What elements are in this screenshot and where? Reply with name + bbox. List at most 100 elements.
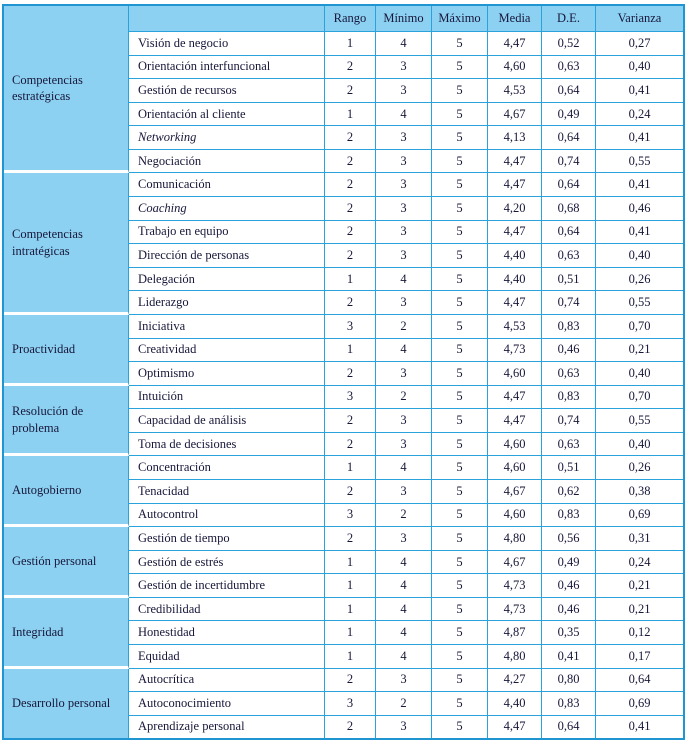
cell-rango: 3 [325, 314, 376, 339]
cell-varianza: 0,31 [596, 527, 683, 551]
table-row-direccion-de-personas: Dirección de personas 2 3 5 4,40 0,63 0,40 [4, 244, 683, 268]
cell-media: 4,40 [488, 244, 542, 268]
row-label: Tenacidad [129, 479, 325, 504]
column-header-rango: Rango [325, 6, 376, 32]
cell-minimo: 2 [376, 385, 432, 410]
row-label: Orientación al cliente [129, 102, 325, 127]
cell-minimo: 4 [376, 574, 432, 598]
table-row-autocontrol: Autocontrol 3 2 5 4,60 0,83 0,69 [4, 503, 683, 528]
cell-de: 0,74 [542, 149, 596, 174]
cell-minimo: 3 [376, 55, 432, 80]
cell-minimo: 4 [376, 338, 432, 363]
cell-de: 0,35 [542, 621, 596, 646]
cell-media: 4,60 [488, 432, 542, 457]
cell-maximo: 5 [432, 668, 488, 693]
table-row-delegacion: Delegación 1 4 5 4,40 0,51 0,26 [4, 267, 683, 292]
cell-minimo: 2 [376, 314, 432, 339]
table-row-networking: Networking 2 3 5 4,13 0,64 0,41 [4, 126, 683, 150]
table-row-iniciativa: Proactividad Iniciativa 3 2 5 4,53 0,83 0,70 [4, 314, 683, 386]
row-label: Gestión de recursos [129, 79, 325, 103]
cell-de: 0,63 [542, 432, 596, 457]
cell-rango: 1 [325, 32, 376, 56]
cell-minimo: 3 [376, 362, 432, 386]
cell-maximo: 5 [432, 79, 488, 103]
cell-de: 0,63 [542, 244, 596, 268]
cell-maximo: 5 [432, 715, 488, 738]
column-header-maximo: Máximo [432, 6, 488, 32]
cell-minimo: 4 [376, 102, 432, 127]
row-label: Autocontrol [129, 503, 325, 528]
cell-rango: 1 [325, 102, 376, 127]
cell-rango: 1 [325, 645, 376, 669]
cell-rango: 1 [325, 267, 376, 292]
cell-media: 4,80 [488, 527, 542, 551]
table-row-negociacion: Negociación 2 3 5 4,47 0,74 0,55 [4, 149, 683, 174]
cell-media: 4,60 [488, 362, 542, 386]
column-header-media: Media [488, 6, 542, 32]
row-label: Concentración [129, 456, 325, 480]
cell-media: 4,13 [488, 126, 542, 150]
cell-maximo: 5 [432, 314, 488, 339]
cell-rango: 1 [325, 574, 376, 598]
cell-minimo: 2 [376, 692, 432, 716]
cell-de: 0,74 [542, 291, 596, 315]
cell-minimo: 3 [376, 79, 432, 103]
row-label: Equidad [129, 645, 325, 669]
cell-rango: 1 [325, 456, 376, 480]
cell-varianza: 0,41 [628, 719, 651, 734]
table-body: Competencias estratégicas Rango Mínimo Máxi… [4, 6, 683, 738]
cell-media: 4,47 [488, 409, 542, 433]
cell-maximo: 5 [432, 432, 488, 457]
table-row-toma-de-decisiones: Toma de decisiones 2 3 5 4,60 0,63 0,40 [4, 432, 683, 457]
row-label: Dirección de personas [129, 244, 325, 268]
cell-minimo: 3 [376, 291, 432, 315]
cell-varianza: 0,26 [596, 268, 683, 292]
cell-varianza: 0,38 [596, 480, 683, 504]
row-label: Credibilidad [129, 597, 325, 622]
cell-de: 0,80 [542, 668, 596, 693]
cell-media: 4,60 [488, 55, 542, 80]
cell-rango: 1 [325, 550, 376, 575]
cell-varianza: 0,41 [596, 173, 683, 198]
row-label: Gestión de incertidumbre [129, 574, 325, 598]
cell-maximo: 5 [432, 527, 488, 551]
cell-media: 4,47 [488, 220, 542, 245]
cell-rango: 2 [325, 409, 376, 433]
cell-de: 0,46 [542, 338, 596, 363]
column-header-minimo: Mínimo [376, 6, 432, 32]
row-label: Intuición [129, 385, 325, 410]
table-row-honestidad: Honestidad 1 4 5 4,87 0,35 0,12 [4, 621, 683, 646]
row-label: Autocrítica [129, 668, 325, 693]
column-header-blank [129, 6, 325, 32]
cell-rango: 2 [325, 668, 376, 693]
cell-media: 4,40 [488, 692, 542, 716]
cell-varianza: 0,21 [596, 574, 683, 598]
cell-minimo: 4 [376, 32, 432, 56]
cell-varianza: 0,40 [596, 244, 683, 268]
cell-de: 0,63 [542, 362, 596, 386]
cell-de: 0,74 [542, 409, 596, 433]
table-row-concentracion: Autogobierno Concentración 1 4 5 4,60 0,51 0,26 [4, 456, 683, 528]
row-label: Creatividad [129, 338, 325, 363]
column-header-d-e: D.E. [542, 6, 596, 32]
cell-varianza: 0,41 [596, 126, 683, 150]
cell-rango: 2 [325, 220, 376, 245]
cell-de: 0,83 [542, 385, 596, 410]
cell-maximo: 5 [432, 32, 488, 56]
cell-minimo: 2 [376, 503, 432, 528]
cell-minimo: 4 [376, 456, 432, 480]
cell-de: 0,52 [542, 32, 596, 56]
cell-varianza: 0,70 [596, 386, 683, 410]
cell-rango: 2 [325, 126, 376, 150]
cell-maximo: 5 [432, 220, 488, 245]
cell-maximo: 5 [432, 550, 488, 575]
cell-rango: 2 [325, 362, 376, 386]
cell-media: 4,53 [488, 79, 542, 103]
table-row-credibilidad: Integridad Credibilidad 1 4 5 4,73 0,46 0,21 [4, 597, 683, 669]
cell-maximo: 5 [432, 645, 488, 669]
cell-media: 4,67 [488, 102, 542, 127]
table-row-comunicacion: Competencias intratégicas Comunicación 2 3 5… [4, 173, 683, 315]
cell-maximo: 5 [432, 409, 488, 433]
cell-de: 0,56 [542, 527, 596, 551]
